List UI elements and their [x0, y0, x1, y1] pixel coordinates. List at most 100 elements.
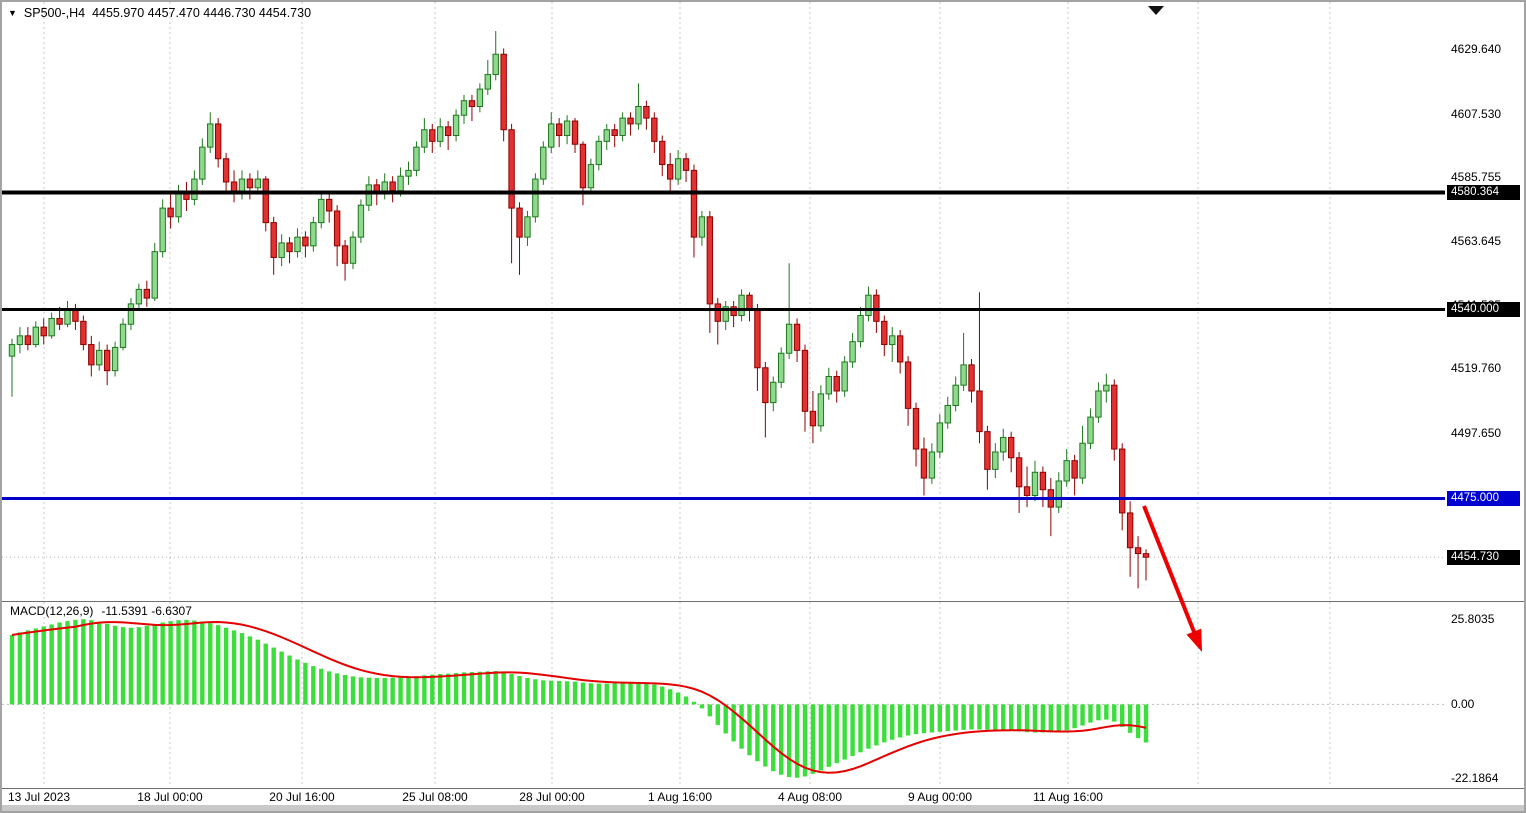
candle	[167, 193, 174, 229]
candle	[119, 318, 127, 351]
candle	[230, 170, 238, 203]
candle	[746, 292, 753, 322]
candle	[952, 376, 959, 412]
candle	[437, 118, 444, 148]
candle	[635, 83, 642, 130]
time-scale[interactable]: 13 Jul 2023 18 Jul 00:00 20 Jul 16:00 25 Ju…	[2, 790, 1446, 806]
candle	[659, 135, 666, 177]
time-scale-label: 25 Jul 08:00	[402, 790, 468, 804]
macd-signal-line	[11, 621, 1147, 774]
trend-arrow[interactable]	[1142, 505, 1202, 652]
candle	[857, 306, 864, 348]
candle	[1031, 460, 1039, 502]
candle	[357, 199, 365, 243]
candle	[103, 344, 111, 386]
time-scale-label: 4 Aug 08:00	[777, 790, 843, 804]
price-scale[interactable]: 4629.6404607.5304585.7554563.6454541.535…	[1446, 2, 1524, 805]
candle	[770, 376, 777, 412]
candle	[294, 228, 301, 258]
chart-shift-marker[interactable]	[1148, 6, 1164, 15]
candle	[1126, 501, 1134, 577]
chart-header: ▼ SP500-,H4 4455.970 4457.470 4446.730 4…	[8, 6, 311, 20]
candle	[555, 118, 563, 148]
candle	[984, 425, 991, 490]
candle	[778, 347, 785, 389]
candle	[619, 112, 626, 142]
candle	[1095, 382, 1102, 423]
candle	[992, 443, 999, 479]
macd-indicator-label: MACD(12,26,9) -11.5391 -6.6307	[10, 604, 192, 618]
candle	[302, 231, 309, 258]
candle	[207, 112, 214, 153]
candle	[548, 112, 555, 153]
candle	[405, 161, 412, 185]
candle	[714, 298, 721, 345]
candle	[48, 312, 55, 339]
candle	[318, 193, 325, 229]
candle	[326, 193, 333, 223]
candle	[341, 240, 349, 281]
price-scale-label: 4563.645	[1451, 234, 1502, 249]
candle	[754, 303, 761, 391]
candle	[1103, 373, 1110, 403]
candle	[1119, 443, 1126, 531]
candle	[199, 138, 206, 185]
candle	[413, 141, 420, 177]
grid-lines	[43, 2, 1331, 787]
candle	[1055, 472, 1062, 513]
candle	[500, 48, 507, 142]
macd-name: MACD(12,26,9)	[10, 604, 94, 618]
candle	[611, 123, 618, 148]
candle	[563, 115, 571, 145]
candle	[674, 150, 682, 185]
candle	[595, 135, 603, 171]
candle	[64, 301, 71, 328]
time-scale-label: 1 Aug 16:00	[647, 790, 713, 804]
candle	[706, 211, 714, 333]
candle	[476, 83, 484, 113]
macd-scale-label: -22.1864	[1451, 770, 1499, 785]
candle	[643, 100, 650, 130]
candle	[1087, 408, 1094, 450]
candle	[238, 170, 246, 200]
macd-scale-label: 0.00	[1451, 697, 1475, 712]
candle	[651, 112, 658, 153]
candle	[849, 332, 856, 368]
time-scale-label: 20 Jul 16:00	[269, 790, 335, 804]
ohlc-values: 4455.970 4457.470 4446.730 4454.730	[92, 6, 312, 20]
candle	[920, 437, 928, 496]
candle	[444, 121, 452, 151]
candle	[151, 242, 158, 301]
window-bottom-edge	[2, 805, 1524, 811]
candle	[817, 385, 825, 432]
candle	[532, 173, 539, 223]
candle	[381, 173, 388, 200]
candle	[809, 390, 817, 444]
candle	[214, 118, 222, 168]
candle	[1000, 428, 1007, 461]
time-scale-label: 13 Jul 2023	[8, 790, 71, 804]
candle	[484, 60, 492, 95]
candle	[88, 335, 95, 377]
candle	[889, 327, 896, 362]
price-badge: 4475.000	[1447, 490, 1520, 506]
candle	[571, 118, 579, 153]
candle	[452, 109, 460, 142]
candle	[524, 211, 531, 246]
candle	[254, 170, 262, 194]
candle	[421, 118, 428, 153]
candle	[762, 361, 769, 438]
candle	[1007, 431, 1015, 473]
time-scale-label: 18 Jul 00:00	[137, 790, 203, 804]
candle	[793, 318, 801, 362]
symbol-dropdown-icon[interactable]: ▼	[8, 8, 17, 18]
price-badge: 4540.000	[1447, 302, 1520, 318]
candle	[865, 286, 872, 322]
candle	[587, 158, 595, 194]
candle	[1142, 549, 1150, 581]
price-scale-label: 4519.760	[1451, 361, 1502, 376]
candle	[1079, 425, 1086, 484]
candle	[262, 176, 269, 232]
